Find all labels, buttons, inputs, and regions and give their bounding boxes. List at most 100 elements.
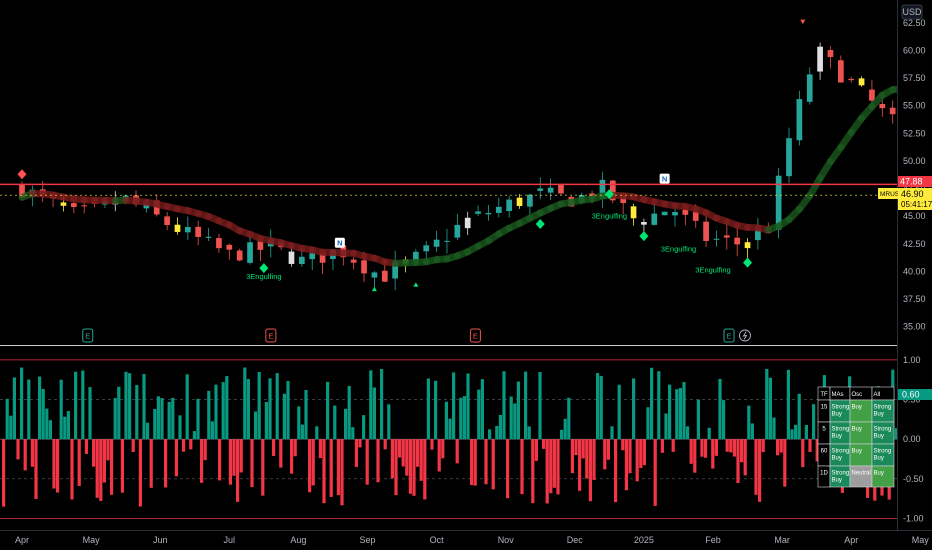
osc-bar [495, 425, 499, 440]
candle [236, 248, 243, 262]
osc-bar [282, 393, 286, 440]
osc-bar [290, 439, 294, 474]
signal-table-text: Buy [874, 412, 884, 418]
time-tick-label: Feb [705, 535, 721, 545]
svg-text:E: E [85, 332, 90, 341]
overlay-layer [0, 84, 932, 267]
osc-bar [149, 439, 153, 488]
osc-bar [77, 439, 81, 486]
svg-text:E: E [268, 332, 273, 341]
osc-bar [48, 420, 52, 440]
osc-bar [628, 439, 632, 474]
osc-bar [578, 439, 582, 491]
osc-bar [614, 439, 618, 503]
osc-bar [686, 426, 690, 440]
osc-bar [632, 378, 636, 440]
svg-text:E: E [726, 332, 731, 341]
signal-table-text: Buy [832, 434, 842, 440]
signal-table-cell [849, 399, 873, 423]
osc-bar [272, 439, 276, 456]
candle [319, 253, 326, 274]
osc-bar [466, 373, 470, 440]
osc-bar [106, 439, 110, 461]
osc-bar [221, 382, 225, 440]
signal-table-text: MAs [832, 392, 844, 398]
osc-bar [441, 439, 445, 459]
engulfing-bull-label: 3Engulfing [246, 272, 281, 281]
earnings-marker-icon[interactable]: E [82, 328, 94, 343]
time-axis[interactable]: Apr May Jun Jul Aug Sep Oct Nov Dec 2025 Feb Mar Apr… [0, 530, 932, 550]
osc-bar [182, 439, 186, 452]
candle [806, 67, 813, 105]
signal-table-text: Strong [832, 405, 850, 411]
osc-bar [480, 379, 484, 440]
osc-bar [394, 439, 398, 496]
bull-diamond-icon [259, 263, 269, 274]
osc-bar [239, 439, 243, 473]
osc-tick-label: 0.00 [903, 434, 921, 444]
svg-text:N: N [337, 239, 342, 248]
osc-bar [765, 368, 769, 440]
currency-label: USD [902, 7, 922, 17]
osc-bar [610, 426, 614, 440]
price-tick-label: 35.00 [903, 322, 926, 332]
osc-bar [286, 381, 290, 440]
osc-bar [380, 368, 384, 440]
osc-bar [16, 439, 20, 460]
osc-bar [419, 439, 423, 481]
osc-bar [603, 439, 607, 470]
osc-bar [437, 439, 441, 472]
osc-bar [110, 439, 114, 495]
osc-bar [9, 415, 13, 440]
last-price-value: 46.90 [901, 189, 924, 199]
earnings-marker-icon[interactable]: E [469, 328, 481, 343]
engulfing-bull-label: 3Engulfing [592, 211, 627, 220]
osc-bar [326, 381, 330, 440]
osc-bar [387, 404, 391, 440]
osc-bar [498, 414, 502, 440]
osc-bar [581, 439, 585, 459]
osc-bar [99, 439, 103, 501]
osc-bar [650, 367, 654, 440]
svg-text:N: N [662, 175, 667, 184]
osc-bar [113, 398, 117, 440]
osc-bar [588, 439, 592, 502]
candle [527, 193, 533, 217]
earnings-marker-icon[interactable]: E [723, 328, 735, 343]
signal-table-text: Buy [832, 456, 842, 462]
osc-bar [574, 439, 578, 456]
osc-bar [300, 424, 304, 440]
osc-bar [347, 386, 351, 440]
osc-bar [405, 439, 409, 476]
osc-tick-label: 1.00 [903, 355, 921, 365]
price-tick-label: 37.50 [903, 294, 926, 304]
price-tick-label: 55.00 [903, 101, 926, 111]
osc-bar [174, 439, 178, 477]
price-tick-label: 60.00 [903, 45, 926, 55]
osc-bar [102, 439, 106, 483]
earnings-marker-icon[interactable]: E [265, 328, 277, 343]
signal-table-text: Buy [832, 478, 842, 484]
osc-bar [790, 429, 794, 440]
osc-bar [2, 439, 6, 507]
osc-bar [718, 378, 722, 440]
price-tick-label: 42.50 [903, 239, 926, 249]
osc-bar [470, 439, 474, 486]
bull-diamond-icon [604, 189, 614, 200]
candle [475, 205, 481, 217]
osc-bar [423, 439, 427, 500]
osc-bar [477, 389, 481, 440]
osc-bar [617, 384, 621, 440]
last-price-label: MRUS 46.90 05:41:17 [878, 188, 932, 210]
osc-bar [59, 379, 63, 440]
osc-bar [200, 439, 204, 483]
osc-bar [250, 439, 254, 487]
osc-bar [329, 439, 333, 497]
svg-text:E: E [473, 332, 478, 341]
price-axis[interactable]: USD 35.0037.5040.0042.5045.0047.5050.005… [897, 0, 932, 530]
osc-bar [747, 405, 751, 440]
osc-bar [657, 371, 661, 440]
osc-bar [383, 439, 387, 450]
bull-diamond-icon [639, 231, 649, 242]
